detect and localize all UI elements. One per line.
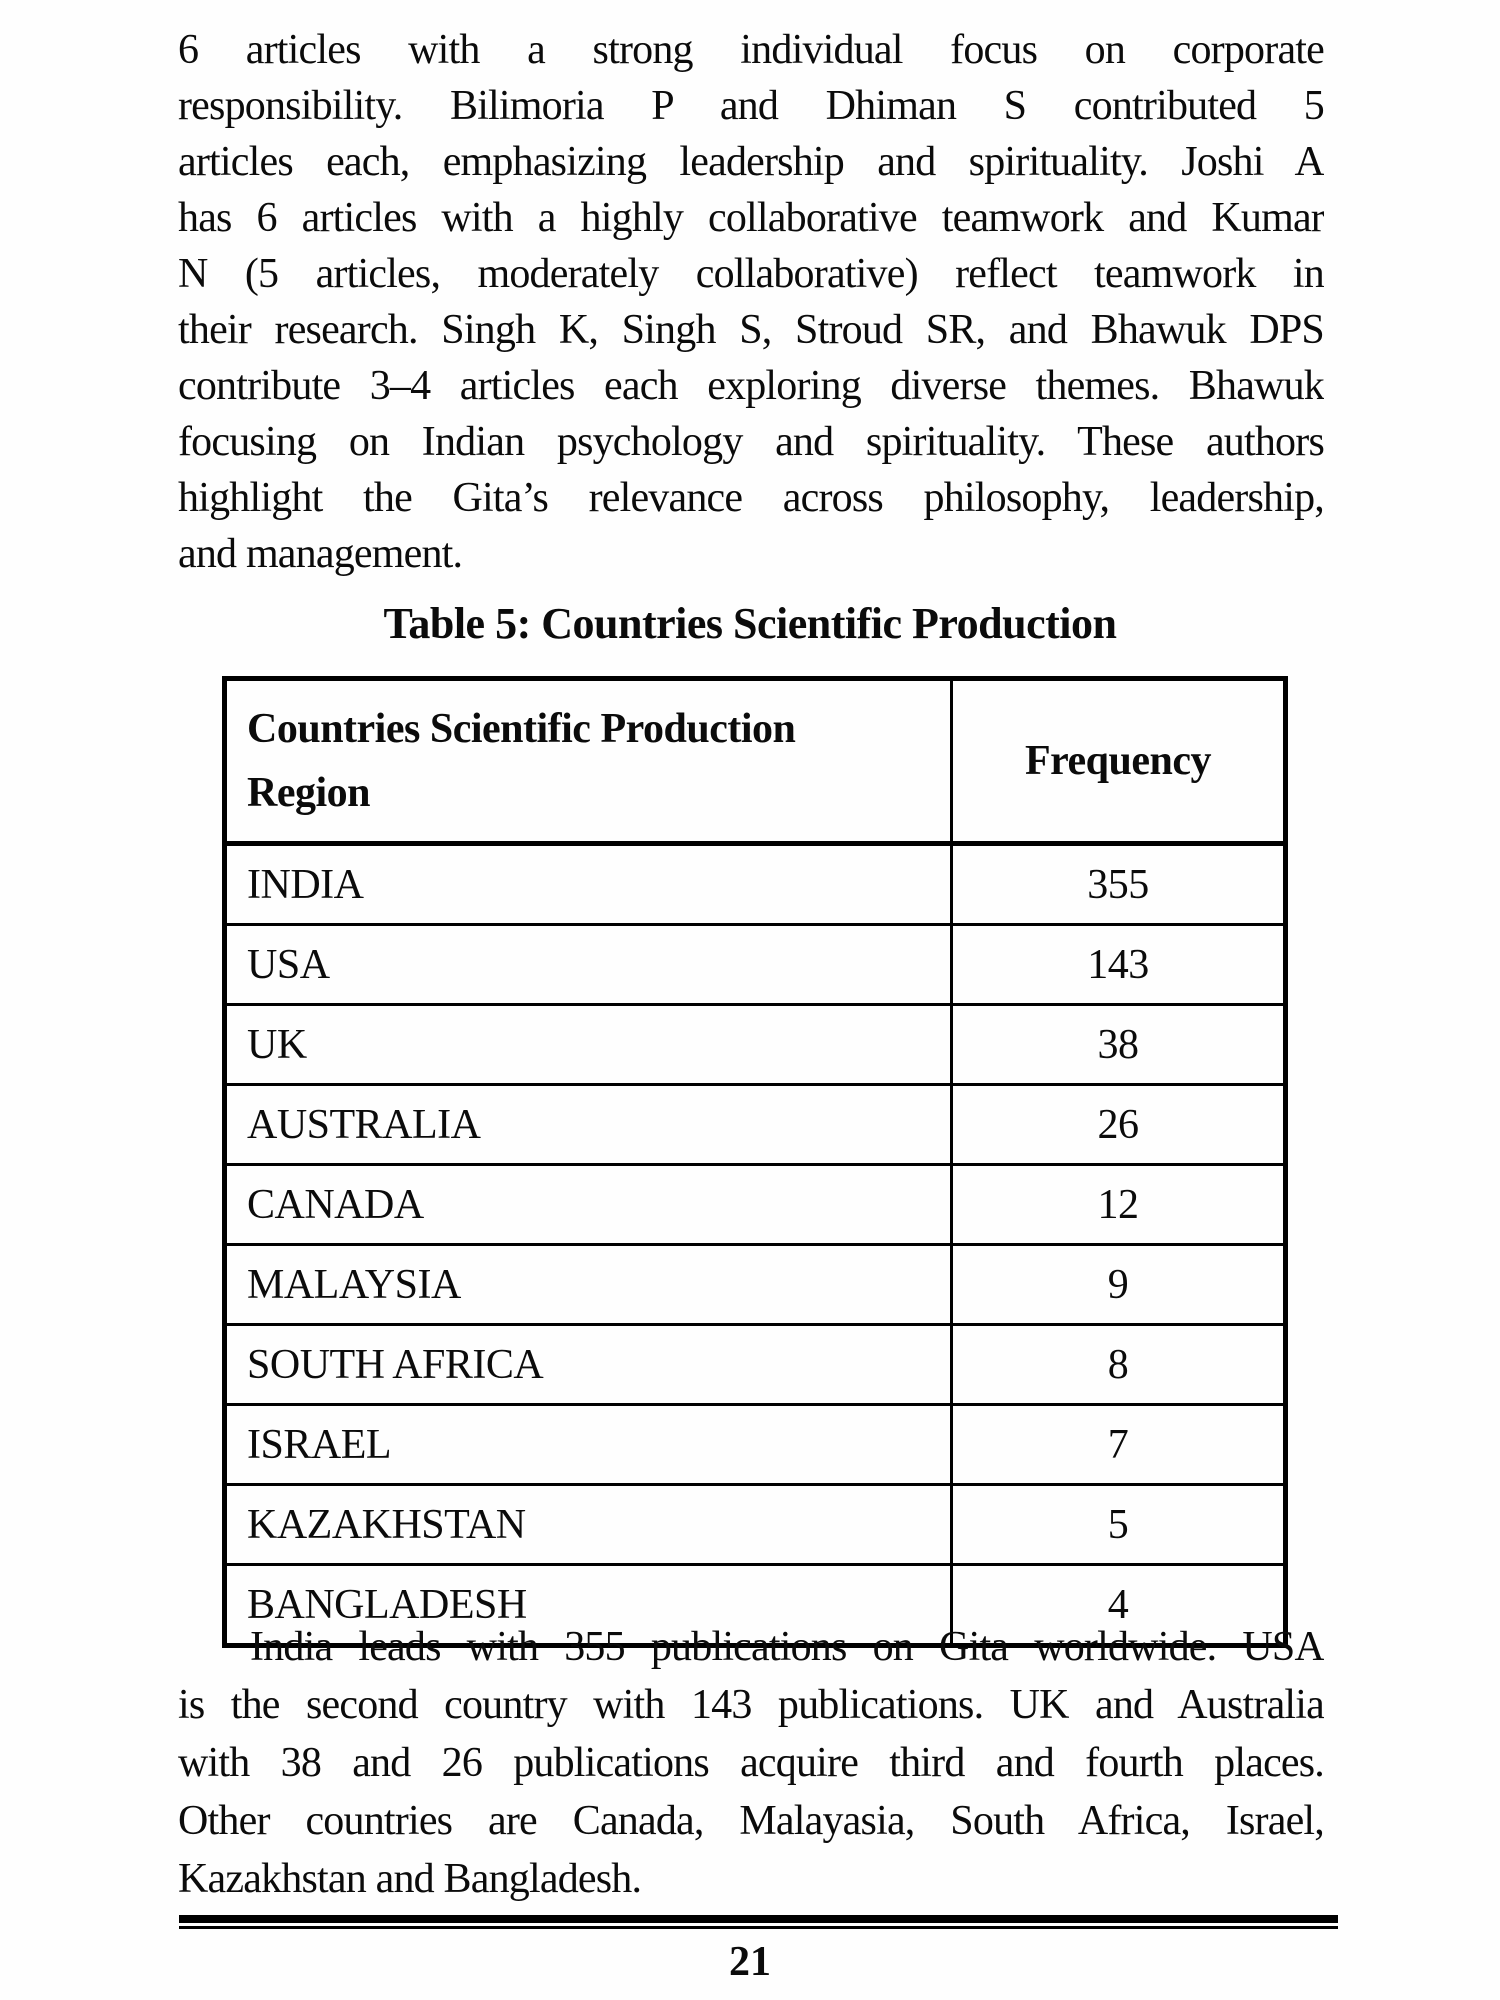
frequency-cell: 12 (950, 1163, 1287, 1246)
region-cell: MALAYSIA (223, 1243, 953, 1326)
region-cell: SOUTH AFRICA (223, 1323, 953, 1406)
frequency-cell: 9 (950, 1243, 1287, 1326)
paragraph-line: highlight the Gita’s relevance across ph… (178, 475, 1324, 521)
table-row: CANADA 12 (223, 1163, 1287, 1246)
paragraph-line: 6 articles with a strong individual focu… (178, 27, 1324, 73)
paragraph-line: responsibility. Bilimoria P and Dhiman S… (178, 83, 1324, 129)
frequency-cell: 8 (950, 1323, 1287, 1406)
table-row: SOUTH AFRICA 8 (223, 1323, 1287, 1406)
table-row: MALAYSIA 9 (223, 1243, 1287, 1326)
frequency-cell: 5 (950, 1483, 1287, 1566)
paragraph-line: their research. Singh K, Singh S, Stroud… (178, 307, 1324, 353)
paragraph-line: India leads with 355 publications on Git… (250, 1624, 1324, 1670)
region-cell: ISRAEL (223, 1403, 953, 1486)
paragraph-line: is the second country with 143 publicati… (178, 1682, 1324, 1728)
frequency-cell: 38 (950, 1003, 1287, 1086)
table-row: ISRAEL 7 (223, 1403, 1287, 1486)
paragraph-line: N (5 articles, moderately collaborative)… (178, 251, 1324, 297)
page-number: 21 (729, 1939, 771, 1985)
paragraph-line: with 38 and 26 publications acquire thir… (178, 1740, 1324, 1786)
header-cell-region: Countries Scientific Production Region (223, 677, 953, 846)
region-cell: UK (223, 1003, 953, 1086)
region-cell: USA (223, 923, 953, 1006)
footer-double-rule (179, 1915, 1338, 1929)
table-header-row: Countries Scientific Production Region F… (223, 677, 1287, 846)
paragraph-line: and management. (178, 531, 463, 577)
region-cell: AUSTRALIA (223, 1083, 953, 1166)
paragraph-line: Kazakhstan and Bangladesh. (178, 1856, 642, 1902)
paragraph-line: contribute 3–4 articles each exploring d… (178, 363, 1324, 409)
frequency-cell: 143 (950, 923, 1287, 1006)
frequency-cell: 7 (950, 1403, 1287, 1486)
header-cell-frequency: Frequency (950, 677, 1287, 846)
region-cell: INDIA (223, 842, 953, 926)
table-row: INDIA 355 (223, 842, 1287, 926)
region-cell: KAZAKHSTAN (223, 1483, 953, 1566)
table-row: AUSTRALIA 26 (223, 1083, 1287, 1166)
countries-production-table: Countries Scientific Production Region F… (222, 676, 1288, 1648)
paragraph-line: Other countries are Canada, Malayasia, S… (178, 1798, 1324, 1844)
table-row: BANGLADESH 4 (223, 1563, 1287, 1647)
table-caption: Table 5: Countries Scientific Production (383, 599, 1117, 648)
header-region-line1: Countries Scientific Production (247, 706, 796, 752)
table-row: KAZAKHSTAN 5 (223, 1483, 1287, 1566)
paragraph-line: focusing on Indian psychology and spirit… (178, 419, 1324, 465)
paragraph-authors: 6 articles with a strong individual focu… (178, 22, 1324, 582)
paragraph-line: articles each, emphasizing leadership an… (178, 139, 1324, 185)
frequency-cell: 4 (950, 1563, 1287, 1647)
paragraph-line: has 6 articles with a highly collaborati… (178, 195, 1324, 241)
table-row: USA 143 (223, 923, 1287, 1006)
region-cell: BANGLADESH (223, 1563, 953, 1647)
frequency-cell: 355 (950, 842, 1287, 926)
header-region-line2: Region (247, 770, 371, 816)
table-row: UK 38 (223, 1003, 1287, 1086)
frequency-cell: 26 (950, 1083, 1287, 1166)
paragraph-summary: India leads with 355 publications on Git… (178, 1618, 1324, 1908)
region-cell: CANADA (223, 1163, 953, 1246)
